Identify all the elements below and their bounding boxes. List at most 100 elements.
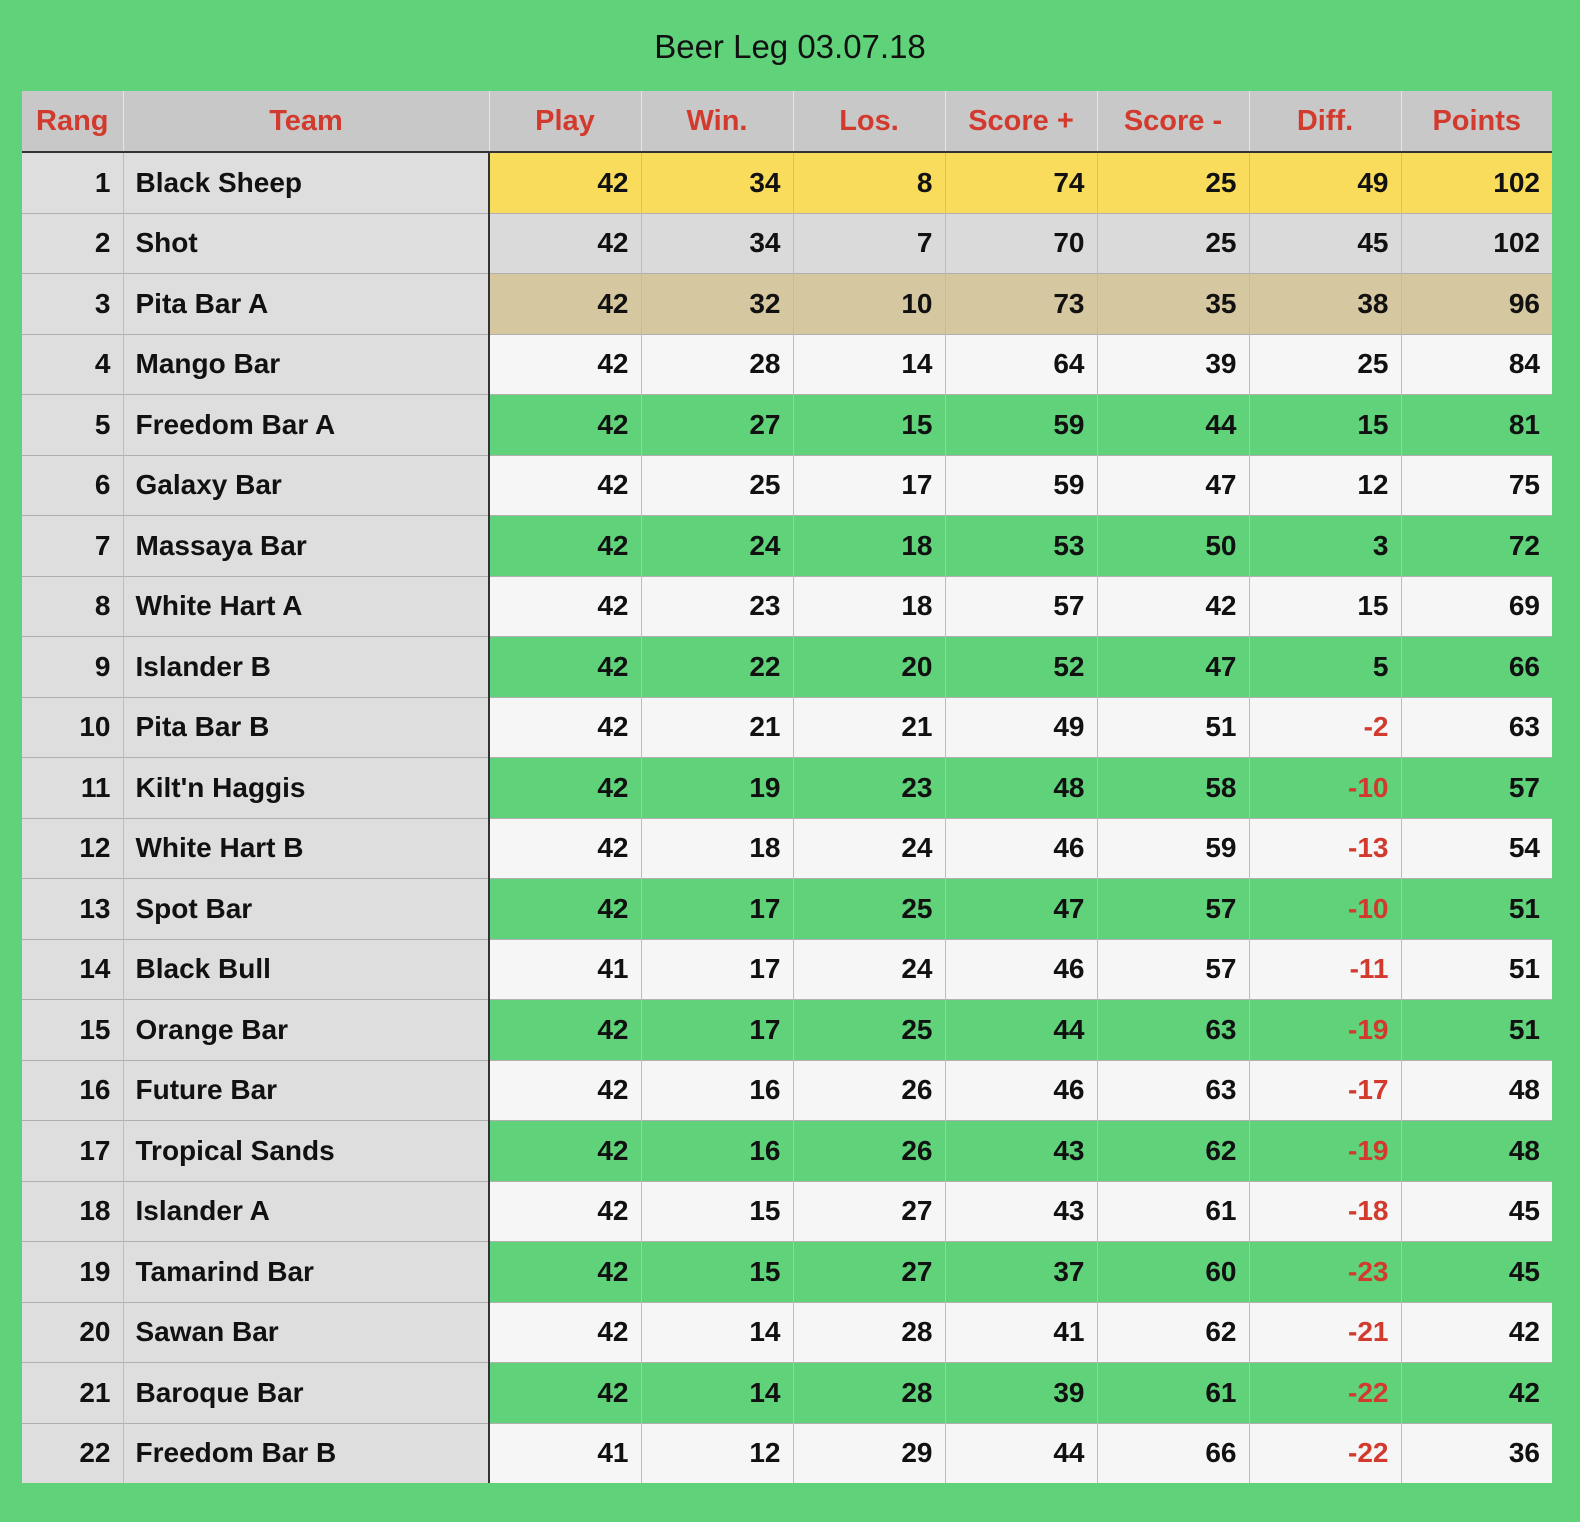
- rank-cell: 9: [22, 636, 123, 697]
- table-row: 4 Mango Bar 42 28 14 64 39 25 84: [22, 333, 1552, 395]
- play-cell: 42: [488, 817, 641, 879]
- score-plus-cell: 41: [944, 1301, 1097, 1363]
- play-cell: 42: [488, 636, 641, 697]
- rank-cell: 2: [22, 212, 123, 274]
- rank-cell: 4: [22, 333, 123, 395]
- rank-cell: 6: [22, 454, 123, 516]
- column-header-win: Win.: [640, 91, 793, 153]
- table-row: 2 Shot 42 34 7 70 25 45 102: [22, 212, 1552, 274]
- los-cell: 26: [792, 1120, 945, 1181]
- los-cell: 18: [792, 575, 945, 637]
- score-minus-cell: 63: [1096, 999, 1249, 1060]
- los-cell: 15: [792, 394, 945, 455]
- diff-cell: -10: [1248, 878, 1401, 939]
- score-minus-cell: 50: [1096, 515, 1249, 576]
- score-minus-cell: 61: [1096, 1180, 1249, 1242]
- score-minus-cell: 62: [1096, 1301, 1249, 1363]
- table-row: 16 Future Bar 42 16 26 46 63 -17 48: [22, 1059, 1552, 1121]
- play-cell: 42: [488, 1180, 641, 1242]
- rank-cell: 20: [22, 1301, 123, 1363]
- score-plus-cell: 43: [944, 1120, 1097, 1181]
- los-cell: 28: [792, 1301, 945, 1363]
- column-header-points: Points: [1400, 91, 1552, 153]
- los-cell: 26: [792, 1059, 945, 1121]
- score-plus-cell: 59: [944, 454, 1097, 516]
- win-cell: 34: [640, 212, 793, 274]
- diff-cell: -10: [1248, 757, 1401, 818]
- table-row: 3 Pita Bar A 42 32 10 73 35 38 96: [22, 273, 1552, 334]
- score-minus-cell: 44: [1096, 394, 1249, 455]
- points-cell: 54: [1400, 817, 1552, 879]
- rank-cell: 12: [22, 817, 123, 879]
- rank-cell: 15: [22, 999, 123, 1060]
- column-header-score-plus: Score +: [944, 91, 1097, 153]
- play-cell: 42: [488, 757, 641, 818]
- team-cell: Kilt'n Haggis: [122, 757, 490, 818]
- win-cell: 23: [640, 575, 793, 637]
- score-minus-cell: 60: [1096, 1241, 1249, 1302]
- score-plus-cell: 49: [944, 696, 1097, 758]
- play-cell: 41: [488, 938, 641, 1000]
- win-cell: 22: [640, 636, 793, 697]
- rank-cell: 19: [22, 1241, 123, 1302]
- score-minus-cell: 25: [1096, 212, 1249, 274]
- diff-cell: -22: [1248, 1362, 1401, 1423]
- points-cell: 66: [1400, 636, 1552, 697]
- play-cell: 42: [488, 1301, 641, 1363]
- los-cell: 25: [792, 999, 945, 1060]
- play-cell: 42: [488, 878, 641, 939]
- diff-cell: -23: [1248, 1241, 1401, 1302]
- points-cell: 48: [1400, 1059, 1552, 1121]
- table-row: 20 Sawan Bar 42 14 28 41 62 -21 42: [22, 1301, 1552, 1363]
- score-plus-cell: 46: [944, 817, 1097, 879]
- column-header-score-minus: Score -: [1096, 91, 1249, 153]
- rank-cell: 1: [22, 151, 123, 213]
- diff-cell: 15: [1248, 394, 1401, 455]
- team-cell: Black Bull: [122, 938, 490, 1000]
- table-row: 10 Pita Bar B 42 21 21 49 51 -2 63: [22, 696, 1552, 758]
- los-cell: 24: [792, 938, 945, 1000]
- rank-cell: 8: [22, 575, 123, 637]
- score-plus-cell: 46: [944, 1059, 1097, 1121]
- los-cell: 10: [792, 273, 945, 334]
- score-minus-cell: 57: [1096, 938, 1249, 1000]
- diff-cell: 15: [1248, 575, 1401, 637]
- table-row: 21 Baroque Bar 42 14 28 39 61 -22 42: [22, 1362, 1552, 1423]
- win-cell: 17: [640, 938, 793, 1000]
- table-row: 22 Freedom Bar B 41 12 29 44 66 -22 36: [22, 1422, 1552, 1483]
- points-cell: 51: [1400, 999, 1552, 1060]
- diff-cell: -17: [1248, 1059, 1401, 1121]
- team-cell: White Hart B: [122, 817, 490, 879]
- win-cell: 28: [640, 333, 793, 395]
- diff-cell: 3: [1248, 515, 1401, 576]
- win-cell: 19: [640, 757, 793, 818]
- diff-cell: 5: [1248, 636, 1401, 697]
- play-cell: 42: [488, 212, 641, 274]
- score-plus-cell: 70: [944, 212, 1097, 274]
- rank-cell: 13: [22, 878, 123, 939]
- play-cell: 42: [488, 1362, 641, 1423]
- los-cell: 18: [792, 515, 945, 576]
- rank-cell: 11: [22, 757, 123, 818]
- page-title: Beer Leg 03.07.18: [654, 28, 926, 65]
- table-row: 14 Black Bull 41 17 24 46 57 -11 51: [22, 938, 1552, 1000]
- team-cell: Massaya Bar: [122, 515, 490, 576]
- play-cell: 42: [488, 696, 641, 758]
- score-minus-cell: 57: [1096, 878, 1249, 939]
- points-cell: 36: [1400, 1422, 1552, 1483]
- table-row: 17 Tropical Sands 42 16 26 43 62 -19 48: [22, 1120, 1552, 1181]
- win-cell: 25: [640, 454, 793, 516]
- rank-cell: 14: [22, 938, 123, 1000]
- win-cell: 24: [640, 515, 793, 576]
- column-header-rang: Rang: [22, 91, 123, 153]
- points-cell: 69: [1400, 575, 1552, 637]
- score-minus-cell: 59: [1096, 817, 1249, 879]
- score-minus-cell: 62: [1096, 1120, 1249, 1181]
- table-row: 11 Kilt'n Haggis 42 19 23 48 58 -10 57: [22, 757, 1552, 818]
- diff-cell: 38: [1248, 273, 1401, 334]
- table-row: 19 Tamarind Bar 42 15 27 37 60 -23 45: [22, 1241, 1552, 1302]
- score-minus-cell: 35: [1096, 273, 1249, 334]
- play-cell: 42: [488, 999, 641, 1060]
- diff-cell: 49: [1248, 151, 1401, 213]
- score-plus-cell: 52: [944, 636, 1097, 697]
